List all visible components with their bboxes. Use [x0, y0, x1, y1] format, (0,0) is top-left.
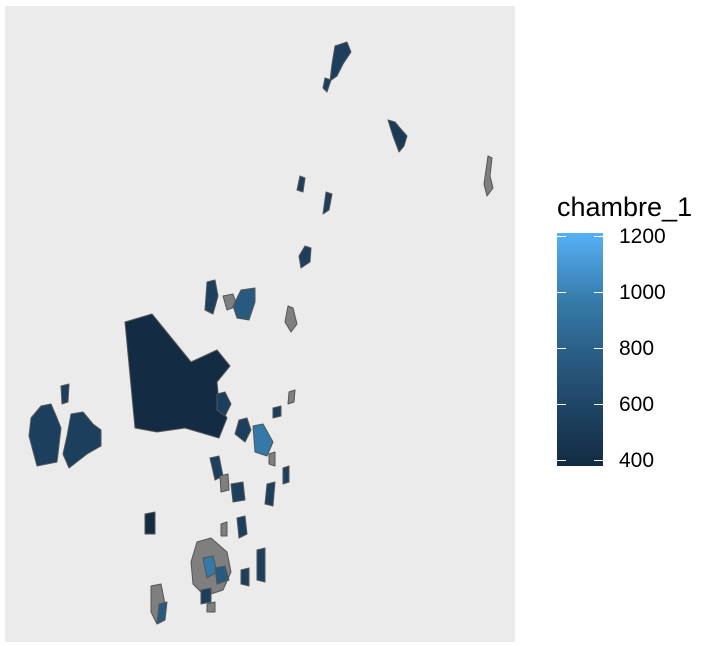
legend-title: chambre_1	[557, 192, 693, 222]
region	[232, 287, 256, 321]
region	[322, 191, 333, 215]
region	[200, 587, 212, 605]
legend-tick-label: 1200	[619, 225, 666, 248]
region	[236, 515, 248, 539]
region	[156, 601, 168, 625]
legend-tick-mark	[594, 460, 603, 461]
region	[28, 403, 62, 467]
legend-tick-mark	[594, 404, 603, 405]
region	[240, 567, 250, 587]
region	[284, 305, 298, 333]
region	[206, 601, 216, 613]
region	[62, 411, 102, 469]
legend-tick-mark	[594, 236, 603, 237]
legend-tick-label: 400	[619, 449, 655, 472]
region	[287, 389, 296, 405]
region	[387, 119, 408, 153]
region	[322, 77, 332, 93]
legend-tick-mark	[557, 236, 566, 237]
choropleth-map	[28, 41, 494, 625]
region	[256, 547, 266, 583]
region	[144, 511, 156, 535]
legend-tick-label: 1000	[619, 281, 666, 304]
region	[219, 473, 230, 493]
region	[214, 565, 230, 585]
legend-tick-mark	[594, 292, 603, 293]
legend-tick-mark	[557, 348, 566, 349]
region	[329, 41, 352, 82]
region	[298, 245, 312, 269]
region	[220, 521, 228, 537]
legend-tick-label: 600	[619, 393, 655, 416]
region	[296, 175, 306, 193]
region	[204, 279, 219, 315]
region	[483, 155, 494, 197]
region	[234, 417, 252, 443]
region	[268, 451, 276, 467]
region	[264, 481, 276, 507]
region	[282, 465, 290, 485]
region	[230, 481, 246, 503]
map-panel	[5, 6, 515, 642]
region	[252, 423, 274, 457]
legend-tick-mark	[557, 292, 566, 293]
region	[216, 391, 232, 417]
legend-tick-mark	[557, 460, 566, 461]
legend-tick-mark	[557, 404, 566, 405]
legend-colorbar	[557, 233, 603, 466]
legend-tick-mark	[594, 348, 603, 349]
region	[60, 383, 70, 405]
region-large	[124, 313, 231, 439]
region	[272, 405, 282, 419]
legend-tick-label: 800	[619, 337, 655, 360]
